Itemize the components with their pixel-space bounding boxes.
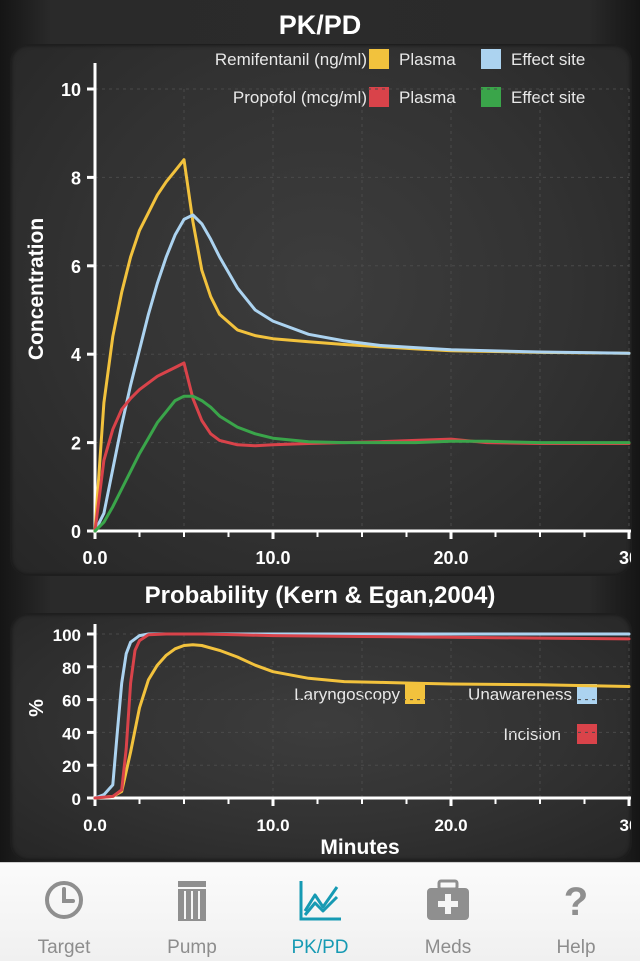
pkpd-chart-panel: Concentration Remifentanil (ng/ml) Plasm… <box>10 44 632 576</box>
probability-x-axis-label: Minutes <box>320 836 399 859</box>
probability-ytick-label: 100 <box>53 626 81 645</box>
tab-help[interactable]: ? Help <box>512 863 640 961</box>
pkpd-title: PK/PD <box>278 10 362 40</box>
tab-pump[interactable]: Pump <box>128 863 256 961</box>
probability-series-laryngoscopy <box>93 643 631 800</box>
legend-unawareness-label: Unawareness <box>468 685 572 704</box>
probability-ytick-label: 60 <box>62 692 81 711</box>
pkpd-ytick-label: 8 <box>71 168 81 188</box>
tab-pump-label: Pump <box>167 937 217 958</box>
probability-xtick-label: 30 <box>620 816 631 835</box>
probability-ytick-label: 20 <box>62 757 81 776</box>
legend-laryngoscopy-label: Laryngoscopy <box>294 685 400 704</box>
pkpd-xtick-label: 0.0 <box>82 548 107 568</box>
legend-swatch-prop-effect <box>481 87 501 107</box>
medical-kit-icon <box>427 879 469 920</box>
pkpd-series-propofol-mcg-ml-effect-site <box>93 394 631 533</box>
pump-icon <box>178 881 206 921</box>
probability-xtick-label: 10.0 <box>256 816 289 835</box>
pkpd-ytick-label: 6 <box>71 257 81 277</box>
probability-ytick-label: 80 <box>62 659 81 678</box>
probability-title: Probability (Kern & Egan,2004) <box>144 582 496 609</box>
probability-legend: Laryngoscopy Unawareness Incision <box>294 684 597 744</box>
question-mark-icon: ? <box>564 880 588 923</box>
pkpd-ytick-label: 2 <box>71 434 81 454</box>
legend-remi-effect-label: Effect site <box>511 50 585 69</box>
pkpd-ytick-label: 0 <box>71 522 81 542</box>
legend-propofol-label: Propofol (mcg/ml) <box>233 88 367 107</box>
probability-xtick-label: 0.0 <box>83 816 107 835</box>
pkpd-xtick-label: 20.0 <box>433 548 468 568</box>
pkpd-ytick-label: 10 <box>61 80 81 100</box>
legend-swatch-unawareness <box>577 684 597 704</box>
pkpd-xtick-label: 30 <box>619 548 631 568</box>
tab-pkpd[interactable]: PK/PD <box>256 863 384 961</box>
probability-chart-panel: % Minutes Laryngoscopy Unawareness Incis… <box>10 613 632 861</box>
tab-bar: Target Pump PK/PD <box>0 862 640 961</box>
legend-prop-effect-label: Effect site <box>511 88 585 107</box>
legend-swatch-remi-effect <box>481 49 501 69</box>
probability-y-axis-label: % <box>26 699 48 717</box>
legend-swatch-laryngoscopy <box>405 684 425 704</box>
pkpd-series-remifentanil-ng-ml-effect-site <box>93 213 631 533</box>
probability-ytick-label: 40 <box>62 724 81 743</box>
probability-chart: % Minutes Laryngoscopy Unawareness Incis… <box>26 624 631 859</box>
legend-swatch-remi-plasma <box>369 49 389 69</box>
probability-gridlines <box>95 633 630 799</box>
tab-target[interactable]: Target <box>0 863 128 961</box>
legend-remifentanil-label: Remifentanil (ng/ml) <box>215 50 367 69</box>
legend-prop-plasma-label: Plasma <box>399 88 456 107</box>
legend-remi-plasma-label: Plasma <box>399 50 456 69</box>
legend-swatch-incision <box>577 724 597 744</box>
legend-incision-label: Incision <box>503 725 561 744</box>
line-chart-icon <box>299 881 341 921</box>
pkpd-y-axis-label: Concentration <box>25 218 48 360</box>
pkpd-xtick-label: 10.0 <box>255 548 290 568</box>
legend-swatch-prop-plasma <box>369 87 389 107</box>
tab-help-label: Help <box>556 937 596 958</box>
probability-series-incision <box>93 632 631 800</box>
clock-icon <box>45 881 83 919</box>
tab-meds[interactable]: Meds <box>384 863 512 961</box>
tab-meds-label: Meds <box>424 937 472 958</box>
svg-text:?: ? <box>564 880 588 923</box>
pkpd-series-propofol-mcg-ml-plasma <box>93 361 631 533</box>
probability-series-unawareness <box>93 632 631 800</box>
tab-target-label: Target <box>37 937 91 958</box>
tab-pkpd-label: PK/PD <box>291 937 349 958</box>
pkpd-gridlines <box>95 88 630 532</box>
probability-ytick-label: 0 <box>72 790 81 809</box>
probability-xtick-label: 20.0 <box>434 816 467 835</box>
pkpd-legend: Remifentanil (ng/ml) Plasma Effect site … <box>215 49 585 107</box>
pkpd-chart: Concentration Remifentanil (ng/ml) Plasm… <box>25 49 631 568</box>
pkpd-ytick-label: 4 <box>71 345 81 365</box>
